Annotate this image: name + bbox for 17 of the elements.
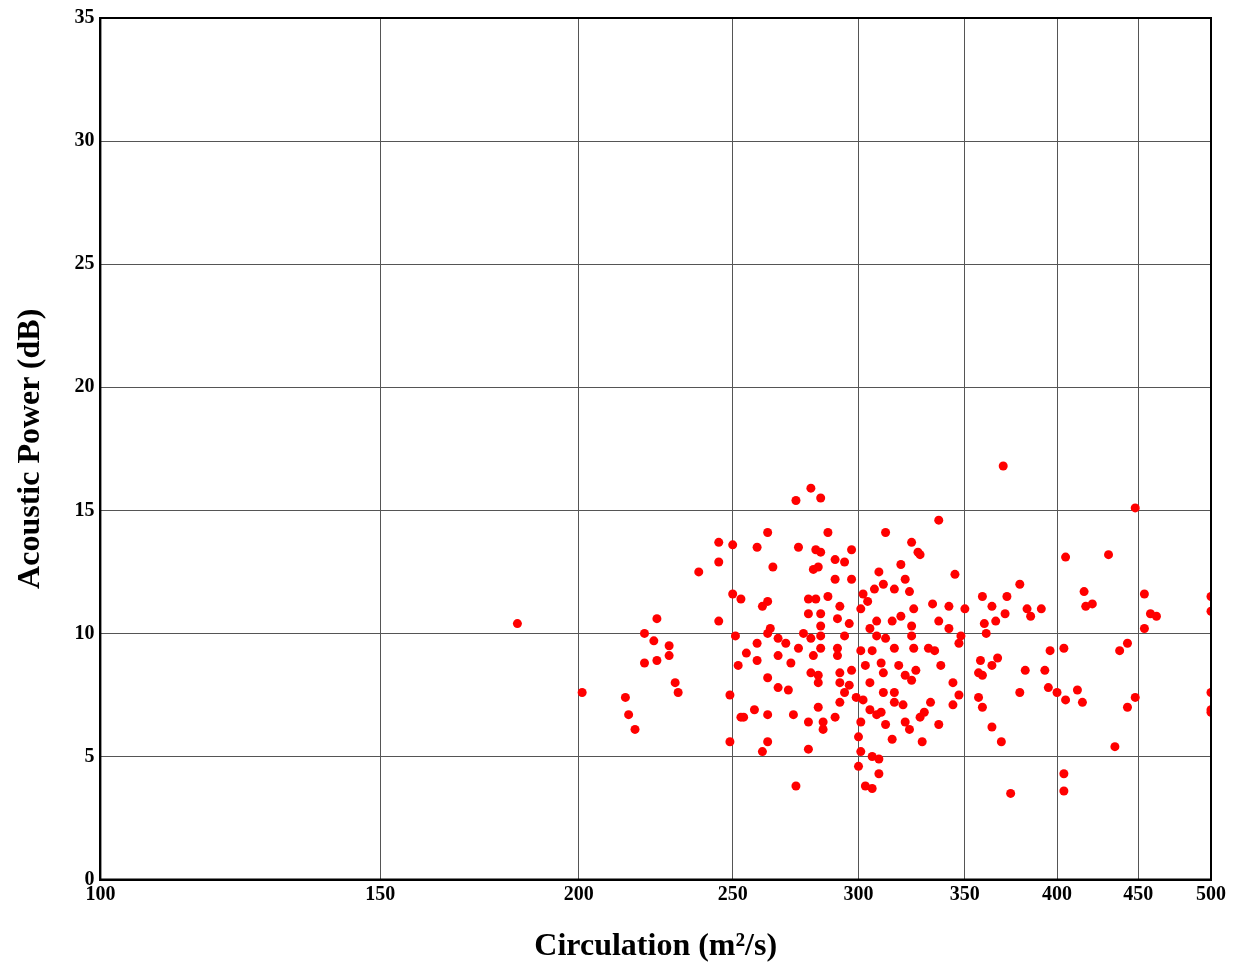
y-tick-label: 15 — [74, 497, 95, 520]
x-tick-label: 450 — [1123, 881, 1154, 904]
y-tick-label: 25 — [74, 251, 95, 274]
y-tick-label: 10 — [74, 620, 95, 643]
x-tick-label: 400 — [1042, 881, 1073, 904]
x-tick-label: 500 — [1196, 881, 1226, 904]
y-tick-label: 20 — [74, 374, 95, 397]
x-axis-title: Circulation (m²/s) — [534, 926, 778, 963]
x-tick-label: 250 — [717, 881, 748, 904]
y-tick-label: 5 — [84, 743, 95, 766]
y-axis-title: Acoustic Power (dB) — [10, 308, 47, 589]
y-tick-label: 30 — [74, 128, 95, 151]
x-tick-label: 150 — [365, 881, 396, 904]
x-tick-label: 300 — [843, 881, 874, 904]
x-tick-label: 350 — [949, 881, 980, 904]
x-tick-label: 200 — [563, 881, 594, 904]
y-tick-label: 35 — [74, 5, 95, 28]
